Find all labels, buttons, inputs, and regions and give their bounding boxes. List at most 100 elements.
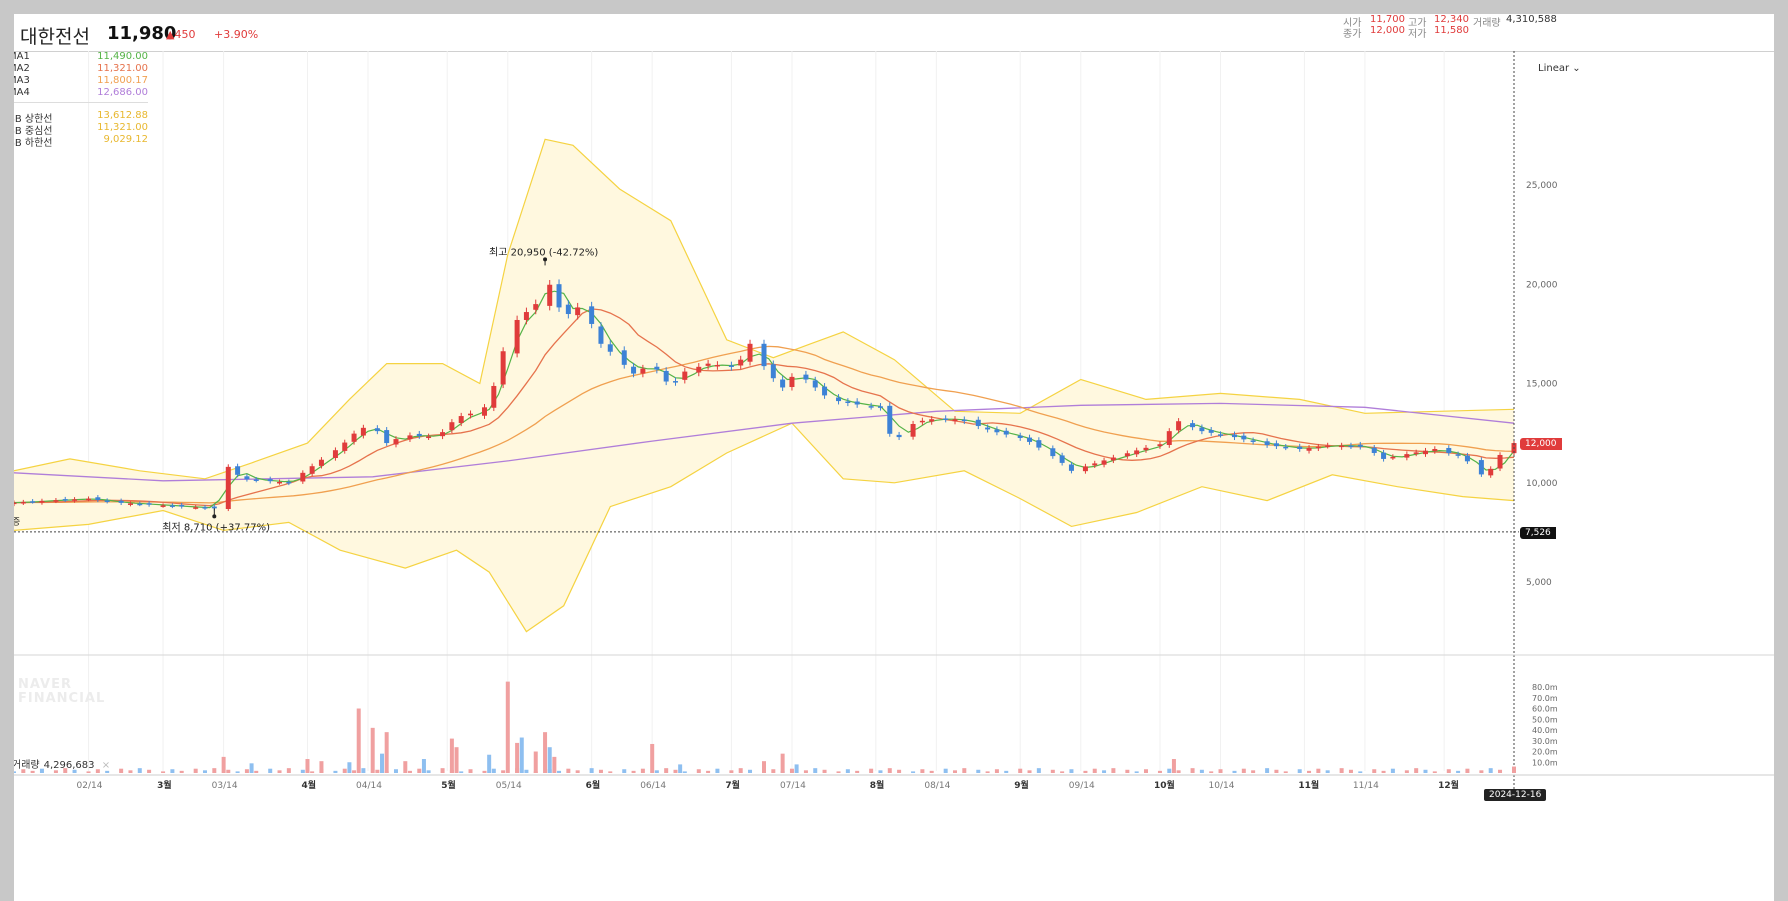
volume-bar	[1488, 768, 1493, 773]
candle-body	[146, 503, 152, 505]
volume-bar	[128, 770, 133, 773]
candle-body	[1371, 447, 1377, 453]
volume-bar	[137, 768, 142, 773]
volume-bar	[333, 770, 338, 773]
volume-bar	[640, 768, 645, 773]
candle-body	[1092, 463, 1098, 466]
volume-bar-spike	[319, 761, 324, 773]
candle-body	[500, 351, 506, 385]
volume-bar	[622, 769, 627, 773]
volume-bar	[813, 768, 818, 773]
candle-body	[696, 366, 702, 373]
volume-tick-label: 20.0m	[1532, 748, 1558, 757]
high-label: 고가	[1408, 18, 1427, 29]
volume-tick-label: 30.0m	[1532, 737, 1558, 746]
volume-bar	[1018, 768, 1023, 773]
candle-body	[1068, 464, 1074, 471]
candle-body	[556, 284, 562, 308]
volume-bar	[254, 770, 259, 773]
volume-bar-spike	[370, 727, 375, 773]
volume-bar	[1111, 768, 1116, 773]
volume-bar	[994, 769, 999, 773]
candle-body	[1199, 427, 1205, 432]
volume-bar	[1209, 771, 1214, 773]
candle-body	[1218, 434, 1224, 436]
volume-bar	[468, 769, 473, 773]
volume-bar	[1316, 768, 1321, 773]
volume-tick-label: 10.0m	[1532, 758, 1558, 767]
volume-bar	[310, 771, 315, 773]
volume-bar	[235, 771, 240, 773]
candle-body	[72, 499, 78, 501]
high-marker-dot	[543, 257, 548, 262]
volume-bar	[72, 769, 77, 773]
candle-body	[491, 385, 497, 408]
x-tick-label: 06/14	[640, 781, 666, 791]
volume-bar-spike	[1171, 759, 1176, 773]
volume-bar	[1251, 770, 1256, 773]
low-marker-dot	[212, 514, 217, 519]
candle-body	[1250, 440, 1256, 442]
candle-body	[1264, 441, 1270, 446]
volume-bar-spike	[449, 738, 454, 773]
volume-bar	[985, 771, 990, 773]
volume-bar	[1432, 771, 1437, 773]
x-tick-label: 3월	[157, 779, 172, 791]
price-chart[interactable]: 최고 20,950 (-42.72%) 최저 8,710 (+37.77%) 증 5,…	[14, 51, 1774, 901]
volume-bar-spike	[515, 742, 520, 773]
volume-bar	[557, 770, 562, 773]
open-value: 11,700	[1370, 14, 1405, 25]
candle-body	[1110, 457, 1116, 461]
price-tick-label: 10,000	[1526, 479, 1558, 489]
candle-body	[910, 423, 916, 437]
volume-bar	[426, 770, 431, 773]
candle-body	[714, 364, 720, 367]
candle-body	[1027, 437, 1033, 442]
volume-bar-spike	[384, 732, 389, 773]
volume-label: 거래량	[1473, 18, 1501, 29]
candle-body	[1176, 421, 1182, 431]
candle-body	[1241, 435, 1247, 440]
scale-toggle-button[interactable]: Linear ⌄	[1538, 63, 1581, 74]
candle-body	[975, 419, 981, 427]
candle-body	[1446, 447, 1452, 453]
candle-body	[598, 326, 604, 344]
candle-body	[896, 434, 902, 438]
volume-bar	[1358, 771, 1363, 773]
volume-bar	[897, 769, 902, 773]
candle-body	[1390, 456, 1396, 459]
candle-body	[1497, 454, 1503, 469]
candle-body	[1283, 446, 1289, 449]
candle-body	[211, 506, 217, 509]
volume-bar	[1372, 769, 1377, 773]
candle-body	[1422, 450, 1428, 455]
bollinger-band-fill	[14, 139, 1514, 632]
candle-body	[1325, 445, 1331, 448]
candle-body	[53, 500, 59, 502]
volume-bar	[598, 769, 603, 773]
price-change: ▲450	[166, 28, 196, 41]
volume-bar	[738, 768, 743, 773]
low-annotation: 최저 8,710 (+37.77%)	[162, 521, 270, 533]
candle-body	[86, 498, 92, 501]
volume-bar-spike	[1512, 766, 1516, 773]
volume-bar	[748, 769, 753, 773]
volume-bar	[1325, 770, 1330, 773]
candle-body	[1339, 445, 1345, 448]
x-tick-label: 03/14	[212, 781, 238, 791]
candle-body	[468, 413, 474, 416]
candle-body	[1432, 449, 1438, 452]
close-icon[interactable]: ×	[101, 760, 111, 771]
volume-bar	[53, 770, 58, 773]
volume-bar-spike	[403, 761, 408, 773]
volume-bar	[589, 768, 594, 773]
price-tick-label: 5,000	[1526, 578, 1552, 588]
volume-bar-spike	[543, 732, 548, 773]
volume-bar	[911, 771, 916, 773]
legend-ma1: MA111,490.00	[14, 51, 148, 62]
volume-bar	[21, 769, 26, 773]
volume-tick-label: 60.0m	[1532, 705, 1558, 714]
price-change-percent: +3.90%	[214, 28, 259, 41]
